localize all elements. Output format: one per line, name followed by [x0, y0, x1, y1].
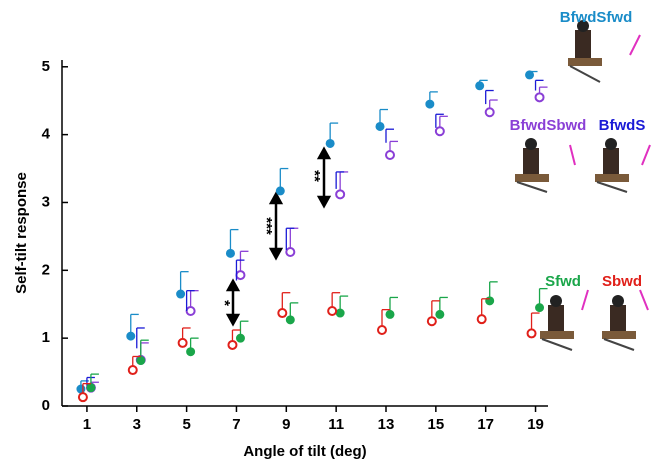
data-point	[335, 308, 345, 318]
data-point	[275, 186, 285, 196]
data-point	[185, 306, 196, 317]
data-point	[377, 325, 387, 336]
photo-sfwd	[540, 289, 589, 351]
x-tick-label: 1	[83, 416, 91, 433]
legend-label: Sfwd	[545, 273, 581, 290]
data-point	[285, 315, 295, 325]
data-point	[325, 138, 335, 148]
x-tick-label: 5	[182, 416, 190, 433]
error-bar	[435, 113, 444, 128]
y-tick-label: 1	[42, 329, 50, 346]
significance-label: **	[306, 170, 323, 182]
data-point	[225, 248, 235, 258]
data-point	[86, 383, 96, 393]
error-bar	[335, 171, 345, 189]
x-tick-label: 9	[282, 416, 290, 433]
photo-bfwds	[595, 138, 651, 193]
x-tick-label: 19	[527, 416, 544, 433]
significance-label: ***	[258, 217, 275, 235]
data-point	[285, 246, 296, 257]
error-bar	[136, 327, 145, 349]
y-tick-label: 3	[42, 193, 50, 210]
series	[86, 79, 544, 386]
error-bar	[285, 227, 295, 250]
data-point	[435, 309, 445, 319]
legend-label: Sbwd	[602, 273, 642, 290]
legend-label: BfwdSbwd	[510, 117, 587, 134]
error-bar	[485, 89, 494, 105]
data-point	[434, 126, 445, 137]
data-point	[277, 308, 288, 319]
legend-label: BfwdSfwd	[560, 9, 633, 26]
data-point	[484, 107, 495, 118]
series	[76, 70, 538, 394]
photo-bfwdsbwd	[515, 138, 576, 193]
data-point	[77, 392, 88, 403]
photo-sbwd	[602, 289, 649, 351]
data-point	[475, 81, 485, 91]
data-point	[526, 328, 537, 339]
x-tick-label: 11	[328, 416, 344, 433]
significance-arrows	[225, 146, 332, 327]
x-tick-label: 15	[428, 416, 445, 433]
data-point	[525, 70, 535, 80]
data-point	[534, 92, 545, 103]
photo-bfwdsfwd	[568, 20, 641, 83]
y-tick-label: 0	[42, 397, 50, 414]
error-bar	[534, 79, 544, 91]
data-point	[426, 316, 437, 327]
data-point	[126, 331, 136, 341]
data-point	[227, 339, 238, 350]
y-tick-label: 5	[42, 58, 50, 75]
x-tick-label: 7	[232, 416, 240, 433]
data-point	[425, 99, 435, 109]
y-tick-label: 2	[42, 261, 50, 278]
error-bar	[385, 128, 394, 143]
x-axis-label: Angle of tilt (deg)	[243, 443, 366, 460]
data-point	[476, 314, 487, 325]
x-tick-label: 13	[378, 416, 395, 433]
data-point	[186, 347, 196, 357]
data-point	[127, 365, 138, 376]
data-point	[136, 356, 146, 366]
data-point	[385, 149, 395, 160]
series	[85, 86, 548, 393]
data-point	[335, 189, 346, 200]
x-tick-label: 3	[133, 416, 141, 433]
data-point	[375, 121, 385, 131]
data-point	[385, 309, 395, 319]
data-point	[177, 337, 188, 348]
data-point	[535, 303, 545, 313]
series	[86, 281, 548, 393]
data-point	[327, 306, 338, 317]
y-axis-label: Self-tilt response	[13, 172, 30, 294]
x-tick-label: 17	[477, 416, 494, 433]
legend-label: BfwdS	[599, 117, 646, 134]
significance-label: *	[216, 300, 233, 306]
error-bar	[185, 290, 195, 312]
series	[77, 292, 540, 403]
error-bar	[235, 259, 245, 281]
data-point	[235, 333, 245, 343]
data-point	[176, 289, 186, 299]
data-point	[235, 270, 246, 281]
y-tick-label: 4	[42, 126, 51, 143]
